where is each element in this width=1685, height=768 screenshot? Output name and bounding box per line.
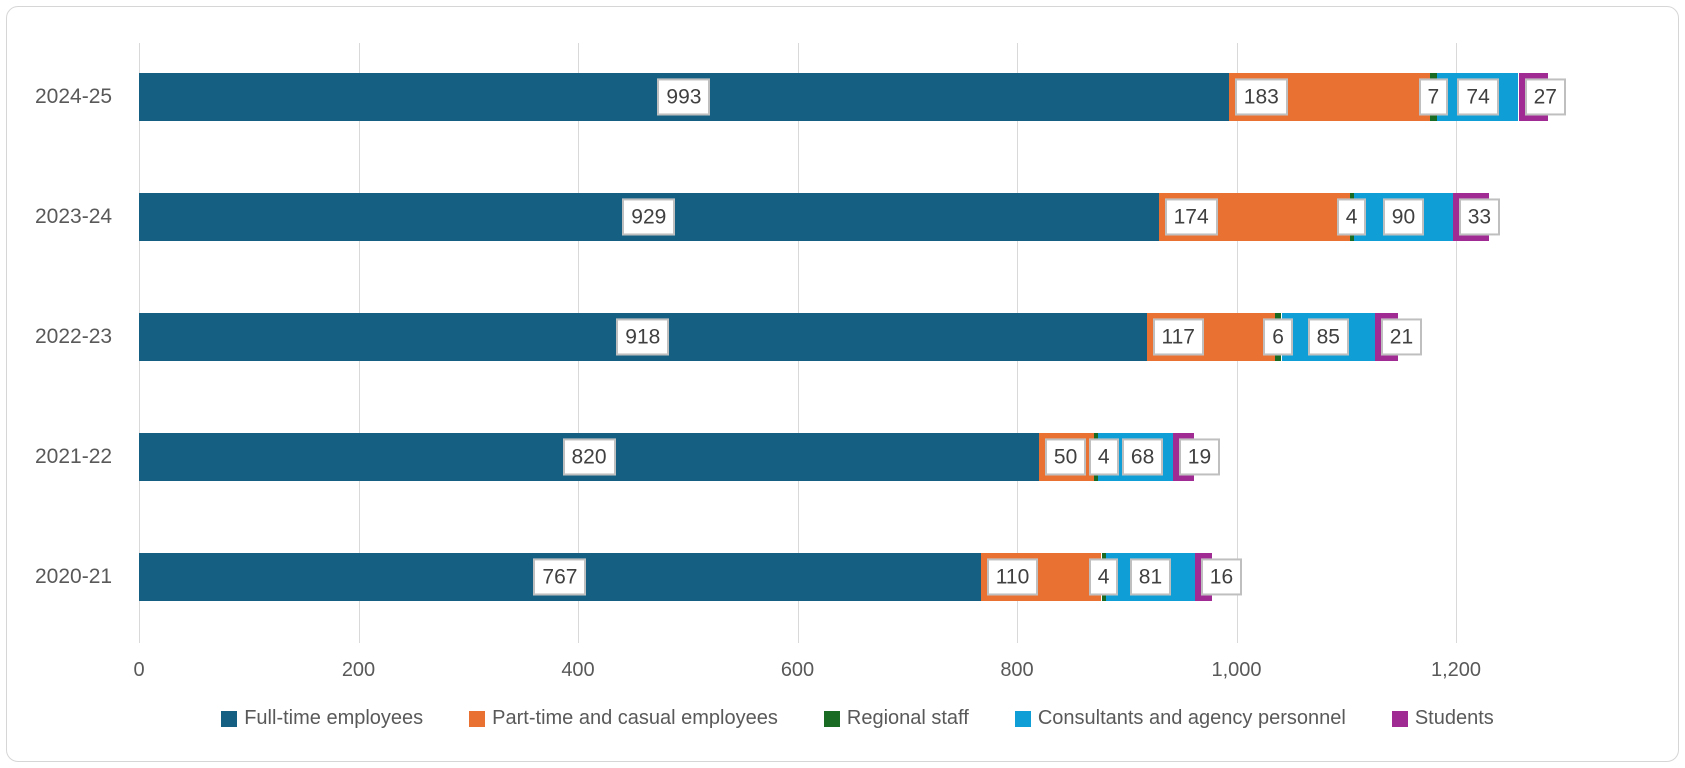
data-label: 4 xyxy=(1088,558,1119,596)
legend-label: Part-time and casual employees xyxy=(492,707,778,729)
data-label: 85 xyxy=(1307,318,1349,356)
plot-area: 0 200 400 600 800 1,000 1,200 2024-25 993 183 7 74 2… xyxy=(7,7,1678,761)
data-label: 50 xyxy=(1044,438,1087,476)
data-label: 6 xyxy=(1263,318,1293,356)
legend-label: Regional staff xyxy=(846,707,969,729)
legend-swatch-icon xyxy=(1391,710,1408,727)
data-label: 16 xyxy=(1200,558,1243,596)
legend-swatch-icon xyxy=(1014,710,1031,727)
data-label: 174 xyxy=(1164,198,1218,236)
legend-label: Consultants and agency personnel xyxy=(1037,707,1346,729)
data-label: 4 xyxy=(1336,198,1367,236)
x-axis-tick-label: 600 xyxy=(780,659,815,681)
data-label: 767 xyxy=(533,558,587,596)
data-label: 90 xyxy=(1382,198,1425,236)
x-axis-tick-label: 400 xyxy=(561,659,595,681)
data-label: 993 xyxy=(657,78,711,116)
data-label: 4 xyxy=(1088,438,1119,476)
legend-item: Part-time and casual employees xyxy=(469,707,778,730)
y-axis-category-label: 2022-23 xyxy=(35,325,113,348)
x-axis-tick-label: 200 xyxy=(341,659,376,681)
data-label: 19 xyxy=(1178,438,1221,476)
data-label: 81 xyxy=(1129,558,1172,596)
data-label: 918 xyxy=(616,318,670,356)
data-label: 7 xyxy=(1418,78,1449,116)
data-label: 183 xyxy=(1234,78,1288,116)
legend-item: Regional staff xyxy=(823,707,969,730)
data-label: 21 xyxy=(1380,318,1423,356)
data-label: 33 xyxy=(1458,198,1501,236)
legend-label: Full-time employees xyxy=(244,707,424,729)
chart-legend: Full-time employees Part-time and casual … xyxy=(67,707,1648,730)
legend-swatch-icon xyxy=(823,710,840,727)
x-axis-tick-label: 0 xyxy=(133,659,145,681)
y-axis-category-label: 2021-22 xyxy=(35,445,113,468)
data-label: 110 xyxy=(986,558,1039,596)
legend-item: Consultants and agency personnel xyxy=(1014,707,1346,730)
data-label: 929 xyxy=(622,198,676,236)
x-axis-tick-label: 1,000 xyxy=(1211,659,1262,681)
data-label: 74 xyxy=(1457,78,1499,116)
data-label: 820 xyxy=(562,438,616,476)
gridline xyxy=(1456,43,1457,643)
y-axis-category-label: 2024-25 xyxy=(35,85,113,108)
y-axis-category-label: 2023-24 xyxy=(35,205,113,228)
data-label: 117 xyxy=(1152,318,1204,356)
legend-swatch-icon xyxy=(221,710,238,727)
legend-item: Full-time employees xyxy=(221,707,423,730)
legend-swatch-icon xyxy=(469,710,486,727)
data-label: 68 xyxy=(1121,438,1164,476)
legend-label: Students xyxy=(1414,707,1494,729)
x-axis-tick-label: 800 xyxy=(1000,659,1034,681)
legend-item: Students xyxy=(1391,707,1494,730)
data-label: 27 xyxy=(1524,78,1566,116)
chart-card: 0 200 400 600 800 1,000 1,200 2024-25 993 183 7 74 2… xyxy=(6,6,1679,762)
x-axis-tick-label: 1,200 xyxy=(1430,659,1482,681)
y-axis-category-label: 2020-21 xyxy=(35,565,113,588)
